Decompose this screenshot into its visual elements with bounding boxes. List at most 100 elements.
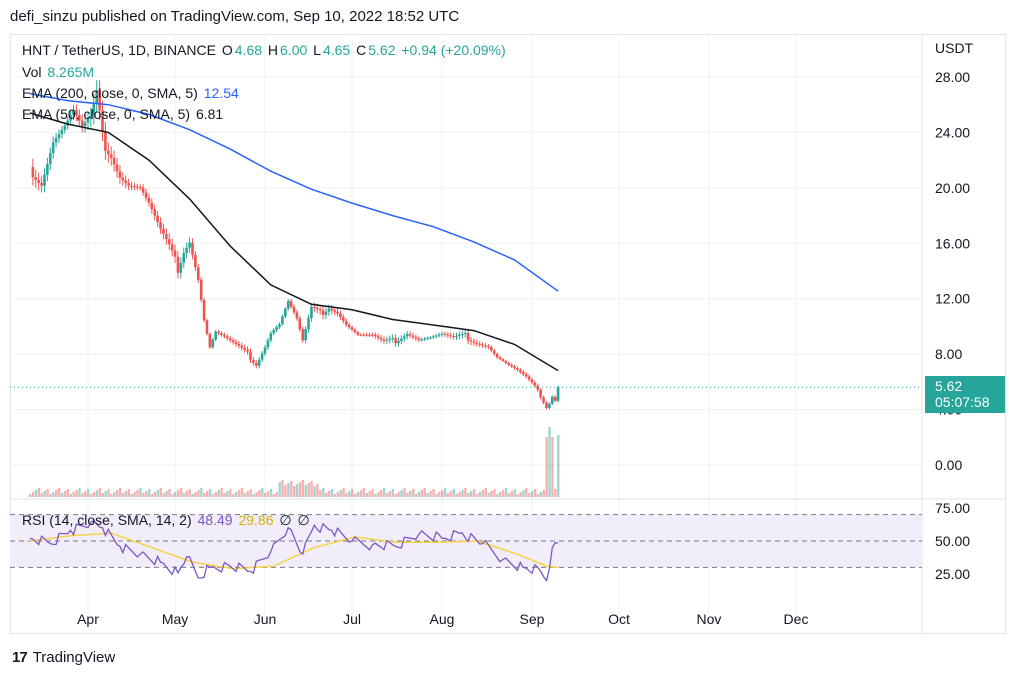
symbol-legend: HNT / TetherUS, 1D, BINANCE O 4.68 H 6.00 … — [22, 42, 508, 58]
volume-bar — [319, 490, 322, 497]
volume-legend[interactable]: Vol 8.265M — [22, 64, 96, 80]
volume-bar — [403, 488, 406, 497]
tradingview-brand: TradingView — [32, 649, 116, 666]
volume-bar — [208, 489, 212, 497]
bar-countdown: 05:07:58 — [935, 394, 990, 410]
volume-bar — [417, 492, 421, 497]
volume-bar — [307, 483, 310, 497]
candle-body — [550, 396, 554, 404]
volume-bar — [237, 490, 241, 497]
volume-bar — [28, 494, 32, 497]
volume-bar — [127, 489, 131, 497]
candle-body — [510, 364, 513, 367]
volume-bar — [287, 483, 290, 497]
x-tick-label: Oct — [608, 611, 630, 627]
tradingview-logo[interactable]: 17 TradingView — [12, 649, 115, 666]
candle-body — [429, 337, 432, 339]
volume-bar — [336, 492, 339, 497]
volume-bar — [470, 491, 473, 497]
volume-bar — [327, 491, 331, 497]
candle-body — [231, 340, 235, 342]
candle-body — [478, 343, 482, 345]
volume-bar — [113, 492, 116, 497]
candle-body — [75, 109, 78, 116]
volume-bar — [284, 485, 287, 497]
candle-body — [269, 333, 273, 341]
candle-body — [307, 318, 310, 330]
volume-bar — [234, 492, 238, 497]
y-tick-label: 0.00 — [935, 457, 962, 473]
candle-body — [417, 338, 421, 340]
volume-bar — [385, 493, 389, 497]
candle-body — [89, 115, 93, 120]
volume-bar — [388, 491, 392, 497]
volume-bar — [84, 491, 87, 497]
volume-bar — [142, 493, 145, 497]
candle-body — [481, 344, 484, 346]
candle-body — [115, 164, 119, 172]
volume-bar — [298, 482, 302, 497]
volume-bar — [435, 494, 438, 497]
candle-body — [548, 403, 551, 408]
candle-body — [223, 334, 226, 337]
candle-body — [237, 343, 241, 346]
candle-body — [475, 342, 479, 344]
volume-bar — [432, 489, 435, 497]
volume-bar — [551, 437, 554, 497]
close-value: 5.62 — [368, 42, 396, 58]
rsi-ma-value: 29.86 — [238, 512, 274, 528]
symbol-title[interactable]: HNT / TetherUS, 1D, BINANCE — [22, 42, 216, 58]
candle-body — [295, 312, 299, 319]
volume-bar — [348, 491, 351, 497]
candle-body — [156, 215, 159, 223]
volume-bar — [507, 493, 511, 497]
candle-body — [86, 119, 90, 123]
volume-bar — [278, 482, 281, 497]
volume-bar — [220, 488, 223, 497]
y-tick-label: 20.00 — [935, 180, 970, 196]
ema200-legend[interactable]: EMA (200, close, 0, SMA, 5) 12.54 — [22, 85, 241, 101]
volume-bar — [368, 491, 371, 497]
volume-bar — [411, 489, 415, 497]
volume-bar — [223, 493, 226, 497]
candle-body — [304, 329, 307, 341]
volume-bar — [118, 488, 122, 497]
candle-body — [394, 337, 397, 344]
candle-body — [420, 339, 423, 341]
volume-bar — [528, 493, 531, 497]
volume-bar — [130, 494, 133, 497]
volume-bar — [499, 492, 502, 497]
candle-body — [402, 336, 406, 339]
candle-body — [77, 115, 81, 121]
candle-body — [382, 339, 386, 341]
volume-bar — [40, 493, 43, 497]
volume-bar — [420, 490, 424, 497]
candle-body — [60, 129, 64, 135]
candle-body — [243, 347, 246, 350]
rsi-legend[interactable]: RSI (14, close, SMA, 14, 2) 48.49 29.86 … — [22, 512, 312, 529]
open-value: 4.68 — [234, 42, 263, 58]
candle-body — [176, 256, 180, 273]
volume-bar — [510, 491, 514, 497]
ema50-label: EMA (50, close, 0, SMA, 5) — [22, 106, 191, 122]
y-tick-label: 16.00 — [935, 235, 970, 251]
volume-bar — [516, 494, 519, 497]
candle-body — [376, 336, 380, 338]
candle-body — [57, 134, 61, 139]
candle-body — [220, 333, 223, 335]
candle-body — [127, 183, 130, 186]
candle-body — [321, 310, 325, 315]
candle-body — [292, 306, 296, 313]
volume-bar — [345, 493, 348, 497]
candle-body — [397, 340, 400, 344]
y-tick-label: 28.00 — [935, 69, 970, 85]
volume-bar — [295, 484, 299, 497]
candle-body — [452, 336, 455, 338]
ema50-legend[interactable]: EMA (50, close, 0, SMA, 5) 6.81 — [22, 106, 225, 122]
candle-body — [257, 359, 261, 366]
volume-label: Vol — [22, 64, 42, 80]
candle-body — [92, 102, 96, 116]
volume-bar — [539, 492, 543, 497]
rsi-tick-label: 75.00 — [935, 500, 970, 516]
